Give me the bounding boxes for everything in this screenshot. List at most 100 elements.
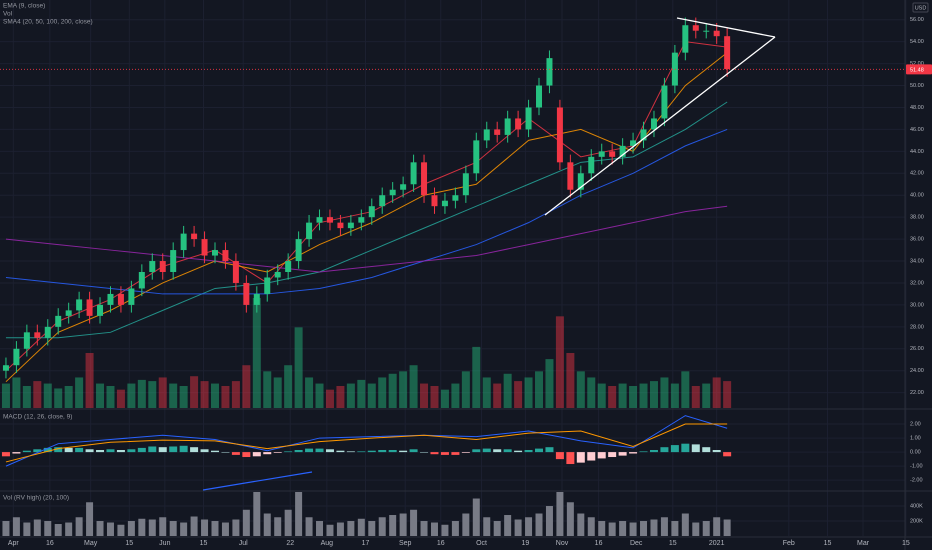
volume-bar: [378, 377, 387, 408]
volume-pane-bar: [368, 521, 376, 536]
volume-pane-bar: [587, 517, 595, 536]
volume-bar: [190, 376, 199, 408]
macd-histogram-bar: [378, 450, 387, 453]
volume-tick-label: 200K: [910, 518, 923, 524]
macd-histogram-bar: [618, 452, 627, 456]
macd-histogram-bar: [681, 443, 690, 453]
candle-body: [65, 310, 72, 316]
x-tick-label: 2021: [709, 540, 725, 547]
volume-bar: [221, 386, 230, 408]
volume-pane-bar: [106, 522, 114, 536]
volume-bar: [116, 389, 125, 408]
volume-pane-bar: [326, 524, 334, 536]
macd-histogram-bar: [273, 452, 282, 453]
volume-pane-bar: [451, 521, 459, 536]
candle-body: [692, 25, 699, 31]
macd-tick-label: 0.00: [910, 450, 921, 456]
volume-pane-bar: [525, 517, 533, 536]
macd-histogram-bar: [691, 444, 700, 453]
candle-body: [316, 217, 323, 223]
candle-body: [650, 118, 657, 130]
volume-pane-bar: [96, 521, 104, 536]
x-tick-label: Dec: [630, 540, 643, 547]
volume-pane-bar: [12, 517, 20, 536]
macd-histogram-bar: [587, 452, 596, 461]
candle-body: [23, 332, 30, 349]
candle-body: [515, 118, 522, 130]
drawings: [202, 17, 776, 491]
volume-bar: [64, 386, 73, 408]
volume-bar: [75, 377, 84, 408]
volume-pane-bar: [148, 519, 156, 536]
macd-histogram-bar: [346, 451, 355, 453]
volume-bar: [660, 377, 669, 408]
y-tick-label: 40.00: [910, 193, 924, 199]
volume-bar: [576, 371, 585, 408]
macd-histogram-bar: [597, 452, 606, 459]
candle-body: [201, 239, 208, 256]
volume-pane-bar: [347, 521, 355, 536]
volume-pane-bar: [117, 524, 125, 536]
candle-body: [494, 129, 501, 135]
macd-histogram-bar: [242, 452, 251, 458]
volume-pane-bar: [127, 521, 135, 536]
macd-histogram-bar: [420, 452, 429, 453]
macd-histogram-bar: [545, 447, 554, 453]
macd-histogram-bar: [116, 450, 125, 453]
volume-bar: [137, 379, 146, 408]
candle-body: [452, 195, 459, 201]
volume-pane-bar: [598, 521, 606, 536]
candle-body: [379, 195, 386, 207]
candle-body: [724, 36, 731, 70]
x-tick-label: 16: [46, 540, 54, 547]
macd-histogram-bar: [179, 445, 188, 453]
macd-histogram-bar: [660, 447, 669, 453]
x-tick-label: Apr: [8, 540, 20, 547]
candle-body: [180, 233, 187, 251]
candle-body: [159, 261, 166, 272]
y-tick-label: 52.00: [910, 61, 924, 67]
candle-body: [609, 151, 616, 157]
y-tick-label: 36.00: [910, 237, 924, 243]
volume-bar: [148, 381, 157, 408]
macd-histogram-bar: [451, 452, 460, 455]
macd-histogram-bar: [137, 447, 146, 453]
macd-histogram-bar: [702, 447, 711, 453]
macd-histogram-bar: [22, 450, 31, 453]
macd-histogram-bar: [514, 450, 523, 453]
volume-bar: [263, 371, 272, 408]
volume-pane-bar: [284, 509, 292, 536]
candle-body: [243, 282, 250, 305]
x-tick-label: May: [84, 540, 98, 547]
volume-bar: [367, 383, 376, 408]
volume-pane-bar: [535, 513, 543, 536]
y-tick-label: 22.00: [910, 390, 924, 396]
macd-histogram-bar: [231, 452, 240, 455]
candle-body: [117, 293, 124, 305]
macd-histogram-bar: [305, 448, 314, 453]
volume-pane-bar: [566, 502, 574, 536]
volume-bar: [503, 373, 512, 408]
candle-body: [347, 222, 354, 229]
macd-histogram-bar: [158, 447, 167, 453]
volume-pane-bar: [190, 516, 198, 536]
x-tick-label: 15: [902, 540, 910, 547]
trendline: [202, 471, 313, 491]
volume-pane-bar: [608, 522, 616, 536]
y-tick-label: 46.00: [910, 127, 924, 133]
candle-body: [34, 332, 41, 338]
moving-average: [5, 128, 728, 295]
candle-body: [389, 189, 396, 196]
volume-bar: [555, 316, 564, 408]
macd-histogram-bar: [54, 447, 63, 453]
macd-label: MACD (12, 26, close, 9): [3, 414, 72, 421]
volume-pane-bar: [159, 517, 167, 536]
volume-bar: [420, 383, 429, 408]
volume-pane-bar: [577, 513, 585, 536]
volume-bar: [43, 383, 52, 408]
volume-bar: [231, 381, 240, 408]
volume-bar: [96, 383, 105, 408]
volume-pane-bar: [274, 517, 282, 536]
macd-signal-line: [5, 423, 728, 463]
x-tick-label: 15: [824, 540, 832, 547]
